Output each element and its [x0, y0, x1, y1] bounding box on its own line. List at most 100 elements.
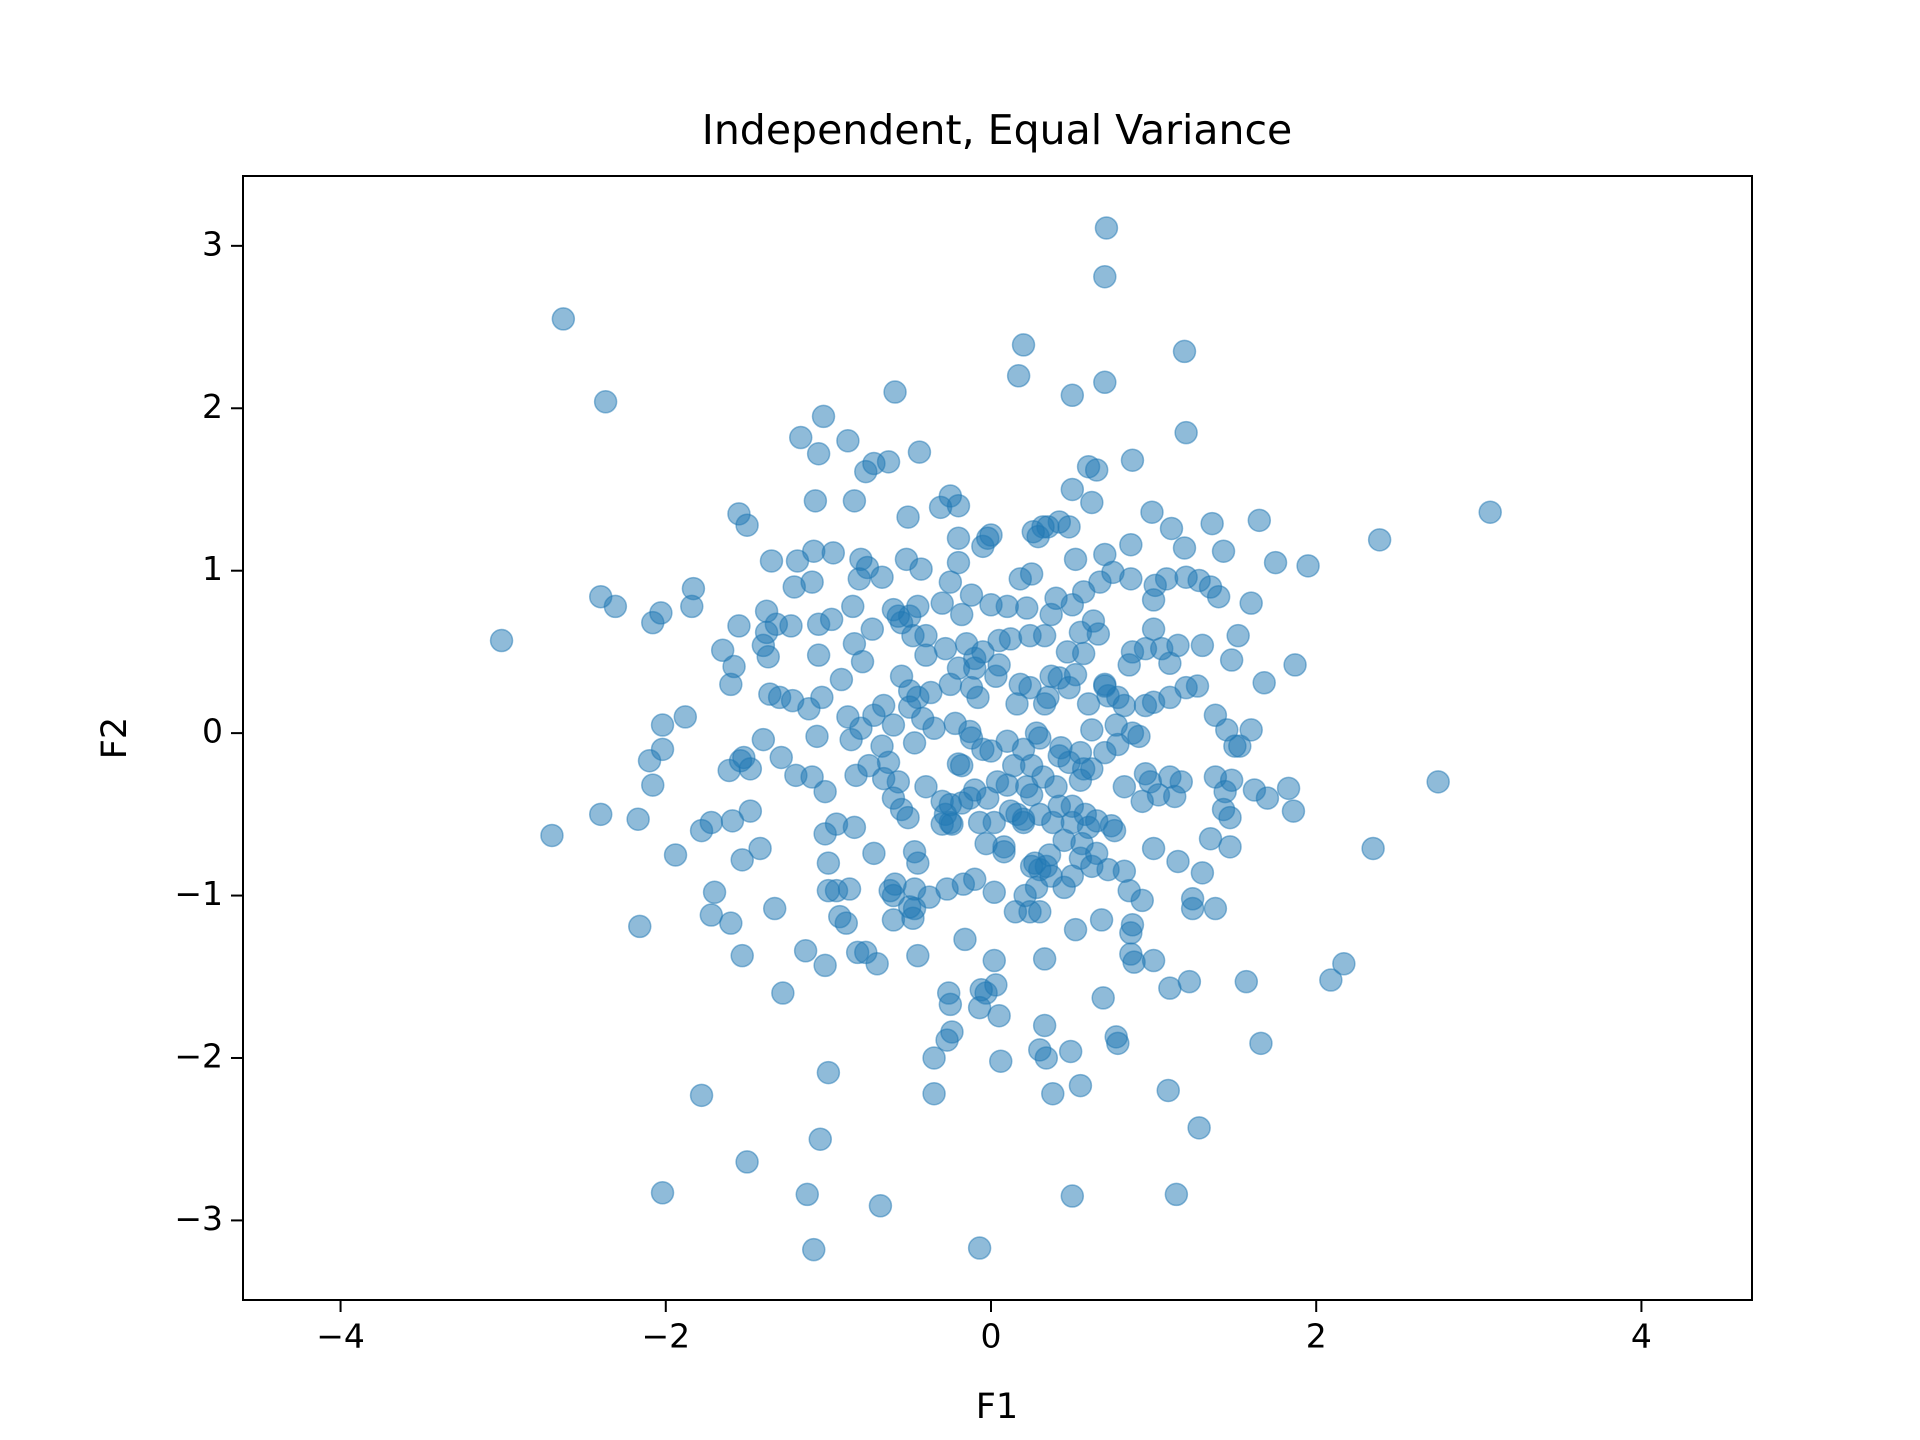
- scatter-point: [966, 685, 990, 710]
- scatter-point: [946, 526, 971, 550]
- scatter-point: [982, 948, 1006, 973]
- scatter-point: [836, 429, 860, 453]
- scatter-point: [1005, 692, 1029, 716]
- scatter-point: [1120, 913, 1145, 937]
- scatter-point: [816, 1060, 841, 1085]
- scatter-point: [1177, 969, 1202, 994]
- y-tick-label: 1: [202, 549, 223, 588]
- scatter-point: [800, 570, 824, 594]
- y-tick-label: 3: [202, 224, 223, 263]
- scatter-point: [1159, 516, 1184, 541]
- scatter-point: [906, 943, 930, 968]
- scatter-point: [1239, 591, 1263, 615]
- scatter-point: [865, 952, 889, 976]
- scatter-point: [1281, 799, 1306, 823]
- scatter-point: [1099, 813, 1124, 838]
- scatter-point: [637, 748, 662, 773]
- plot-frame: [242, 175, 1753, 1301]
- scatter-point: [862, 841, 886, 866]
- scatter-point: [738, 757, 763, 781]
- scatter-point: [1203, 896, 1228, 921]
- scatter-point: [551, 307, 576, 331]
- scatter-point: [951, 872, 976, 896]
- scatter-point: [795, 1182, 819, 1207]
- scatter-point: [593, 390, 618, 414]
- scatter-point: [819, 607, 844, 632]
- scatter-point: [738, 799, 763, 823]
- scatter-point: [1032, 947, 1057, 971]
- scatter-point: [871, 766, 896, 791]
- scatter-point: [1226, 623, 1250, 648]
- scatter-point: [1249, 1031, 1273, 1056]
- scatter-point: [1047, 794, 1072, 818]
- y-tick-label: 2: [202, 387, 223, 426]
- scatter-point: [1130, 789, 1154, 814]
- scatter-point: [1190, 861, 1215, 885]
- scatter-point: [967, 1236, 992, 1260]
- scatter-point: [938, 792, 963, 817]
- scatter-point: [1361, 836, 1385, 861]
- scatter-point: [837, 877, 862, 901]
- scatter-point: [1219, 648, 1244, 672]
- scatter-point: [958, 719, 982, 744]
- scatter-point: [1252, 671, 1276, 695]
- scatter-point: [1034, 1046, 1059, 1070]
- scatter-point: [958, 786, 982, 810]
- scatter-point: [1032, 1013, 1057, 1038]
- scatter-point: [1006, 364, 1031, 388]
- y-tick-label: 0: [202, 712, 223, 751]
- scatter-point: [1093, 672, 1117, 697]
- scatter-point: [1093, 542, 1117, 567]
- scatter-point: [650, 713, 675, 737]
- scatter-point: [1426, 770, 1450, 794]
- scatter-point: [603, 594, 628, 619]
- scatter-point: [1141, 836, 1166, 861]
- scatter-point: [834, 911, 859, 935]
- scatter-point: [641, 773, 665, 797]
- scatter-point: [650, 1181, 675, 1205]
- scatter-point: [1296, 554, 1320, 578]
- scatter-point: [780, 688, 805, 713]
- scatter-point: [1239, 718, 1263, 742]
- scatter-point: [1089, 908, 1114, 932]
- scatter-point: [1080, 854, 1104, 879]
- scatter-point: [987, 1004, 1011, 1028]
- scatter-point: [1156, 1078, 1180, 1103]
- scatter-point: [1140, 500, 1164, 524]
- scatter-point: [1164, 1182, 1189, 1207]
- scatter-point: [897, 895, 922, 919]
- scatter-point: [836, 705, 860, 729]
- scatter-point: [922, 1046, 946, 1070]
- scatter-point: [847, 567, 872, 591]
- scatter-point: [1015, 596, 1039, 620]
- scatter-point: [1185, 674, 1210, 698]
- scatter-point: [540, 823, 564, 848]
- scatter-point: [949, 602, 974, 627]
- scatter-point: [938, 672, 963, 697]
- scatter-point: [1093, 370, 1117, 395]
- scatter-point: [759, 549, 784, 573]
- scatter-point: [1218, 805, 1242, 830]
- scatter-point: [588, 802, 613, 827]
- scatter-point: [1166, 849, 1190, 874]
- scatter-point: [1478, 500, 1502, 524]
- scatter-point: [702, 880, 727, 905]
- scatter-point: [1141, 617, 1166, 641]
- scatter-point: [860, 617, 885, 641]
- scatter-point: [751, 727, 776, 752]
- scatter-point: [953, 927, 977, 952]
- scatter-point: [673, 705, 698, 729]
- scatter-point: [914, 643, 938, 667]
- scatter-point: [806, 643, 831, 667]
- x-tick-label: −4: [316, 1317, 365, 1356]
- scatter-point: [1319, 968, 1343, 992]
- scatter-point: [1198, 826, 1223, 851]
- scatter-point: [1174, 420, 1198, 445]
- scatter-point: [808, 1127, 833, 1151]
- scatter-point: [1200, 511, 1224, 536]
- scatter-point: [984, 664, 1008, 689]
- scatter-point: [1060, 383, 1085, 408]
- scatter-point: [1172, 536, 1197, 560]
- scatter-point: [881, 713, 906, 737]
